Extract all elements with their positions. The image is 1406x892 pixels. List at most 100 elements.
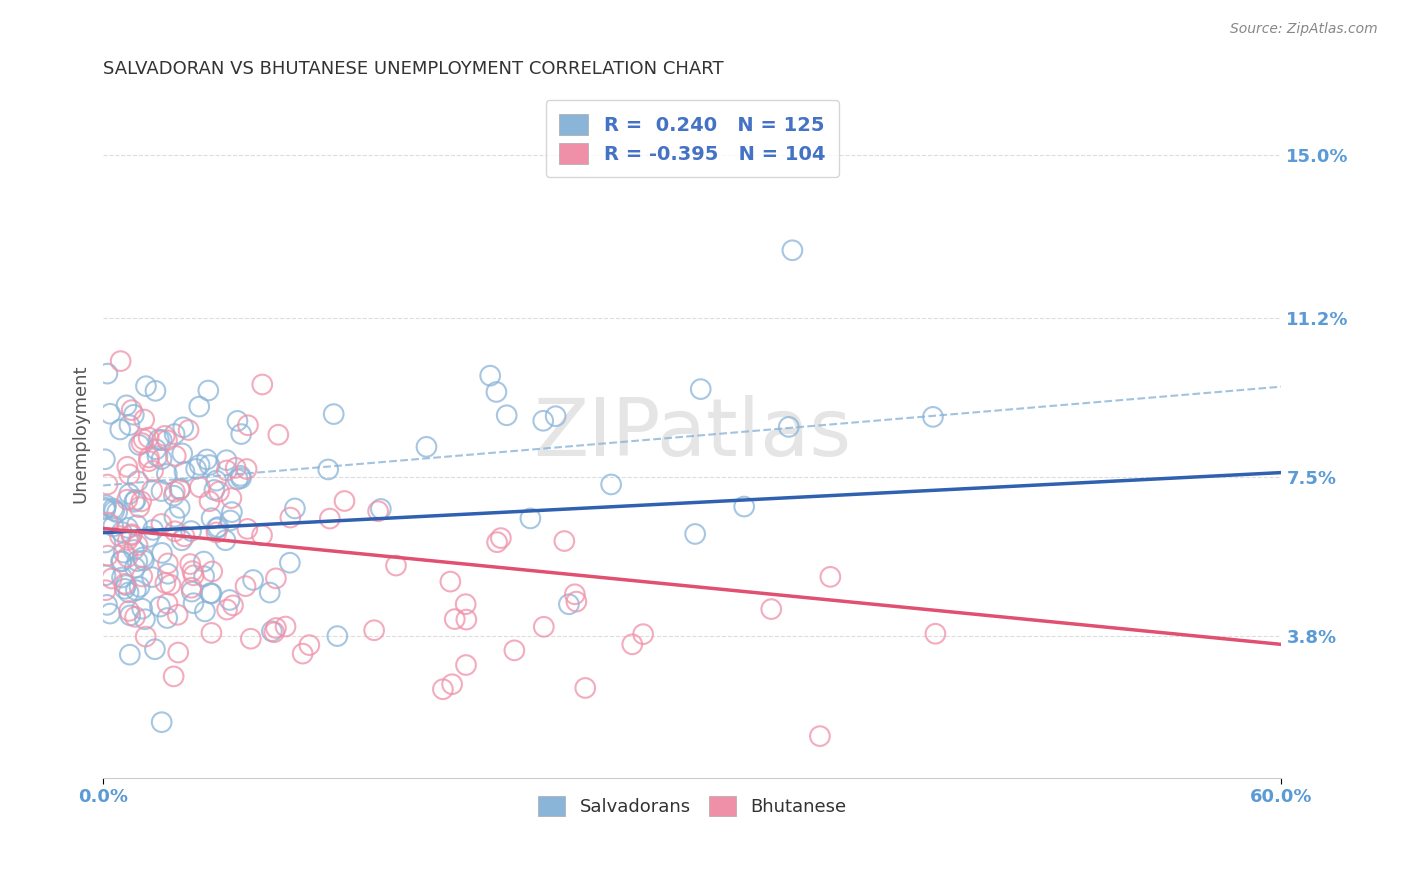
Point	[110, 422, 132, 436]
Point	[489, 531, 512, 545]
Point	[127, 554, 149, 568]
Point	[820, 570, 842, 584]
Point	[201, 565, 224, 579]
Point	[94, 500, 117, 515]
Point	[94, 535, 117, 549]
Point	[98, 407, 121, 421]
Point	[229, 469, 252, 483]
Point	[146, 450, 169, 464]
Point	[96, 477, 118, 491]
Point	[259, 585, 281, 599]
Point	[128, 438, 150, 452]
Point	[443, 612, 465, 626]
Point	[120, 608, 142, 623]
Point	[135, 630, 157, 644]
Point	[143, 642, 166, 657]
Point	[200, 511, 222, 525]
Point	[170, 533, 193, 548]
Point	[236, 522, 259, 536]
Point	[564, 587, 586, 601]
Point	[200, 586, 222, 600]
Point	[441, 677, 464, 691]
Point	[141, 483, 163, 497]
Point	[263, 625, 285, 640]
Point	[172, 420, 194, 434]
Point	[278, 556, 301, 570]
Point	[94, 498, 117, 512]
Point	[198, 494, 221, 508]
Point	[96, 367, 118, 381]
Point	[533, 620, 555, 634]
Point	[103, 519, 125, 533]
Point	[236, 418, 259, 433]
Point	[166, 607, 188, 622]
Point	[118, 467, 141, 482]
Point	[188, 458, 211, 472]
Point	[432, 682, 454, 697]
Point	[156, 597, 179, 611]
Point	[132, 553, 155, 567]
Point	[600, 477, 623, 491]
Point	[218, 593, 240, 607]
Text: ZIPatlas: ZIPatlas	[533, 395, 852, 473]
Point	[180, 581, 202, 595]
Point	[544, 409, 567, 424]
Point	[195, 452, 218, 467]
Point	[98, 607, 121, 621]
Point	[156, 557, 179, 571]
Point	[127, 538, 149, 552]
Point	[221, 491, 243, 505]
Point	[363, 624, 385, 638]
Point	[184, 462, 207, 476]
Point	[117, 492, 139, 507]
Point	[118, 487, 141, 501]
Point	[122, 543, 145, 558]
Point	[132, 433, 155, 447]
Point	[105, 505, 128, 519]
Point	[239, 632, 262, 646]
Point	[112, 546, 135, 560]
Point	[150, 452, 173, 467]
Point	[150, 546, 173, 560]
Point	[97, 516, 120, 530]
Point	[456, 613, 478, 627]
Point	[274, 619, 297, 633]
Point	[108, 529, 131, 543]
Point	[111, 524, 134, 539]
Point	[172, 446, 194, 460]
Point	[367, 504, 389, 518]
Point	[169, 500, 191, 515]
Point	[121, 403, 143, 417]
Point	[631, 627, 654, 641]
Point	[163, 669, 186, 683]
Point	[149, 599, 172, 614]
Point	[163, 509, 186, 524]
Point	[173, 465, 195, 479]
Point	[94, 502, 117, 516]
Point	[96, 598, 118, 612]
Point	[159, 578, 181, 592]
Point	[193, 569, 215, 583]
Point	[558, 597, 581, 611]
Point	[103, 501, 125, 516]
Point	[134, 612, 156, 626]
Point	[127, 475, 149, 489]
Point	[163, 484, 186, 499]
Point	[103, 504, 125, 518]
Point	[215, 453, 238, 467]
Point	[114, 582, 136, 596]
Point	[97, 549, 120, 563]
Text: SALVADORAN VS BHUTANESE UNEMPLOYMENT CORRELATION CHART: SALVADORAN VS BHUTANESE UNEMPLOYMENT COR…	[103, 60, 724, 78]
Point	[439, 574, 461, 589]
Point	[553, 534, 575, 549]
Point	[370, 502, 392, 516]
Point	[118, 604, 141, 618]
Point	[117, 459, 139, 474]
Point	[129, 494, 152, 508]
Point	[574, 681, 596, 695]
Point	[267, 427, 290, 442]
Point	[486, 535, 509, 549]
Point	[235, 462, 257, 476]
Point	[221, 505, 243, 519]
Point	[197, 384, 219, 398]
